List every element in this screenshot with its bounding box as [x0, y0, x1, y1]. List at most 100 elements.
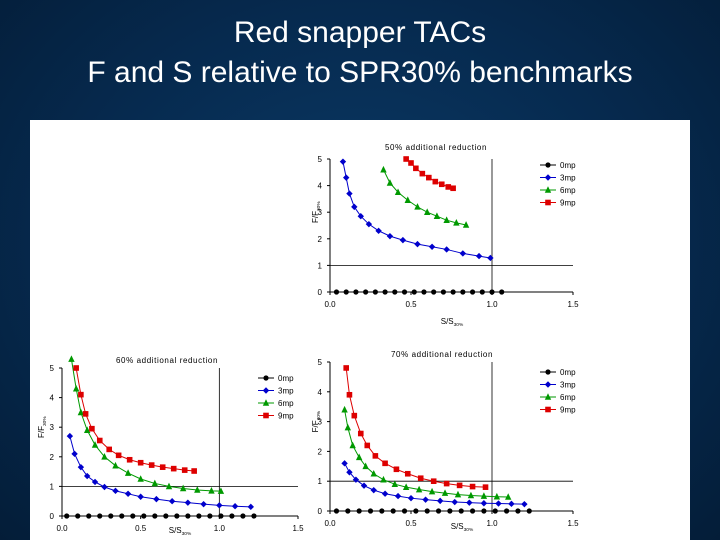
series-6mp: [68, 355, 225, 494]
data-point-0mp: [499, 289, 505, 295]
data-point-9mp: [82, 411, 89, 417]
y-tick-label: 2: [50, 453, 55, 462]
legend-label: 9mp: [560, 199, 576, 208]
data-point-6mp: [443, 216, 450, 223]
series-3mp: [66, 432, 254, 511]
data-point-0mp: [431, 289, 437, 295]
data-point-6mp: [493, 492, 501, 500]
y-tick-label: 5: [50, 364, 55, 373]
data-point-3mp: [101, 483, 108, 491]
legend-marker: [544, 174, 552, 181]
data-point-3mp: [475, 252, 483, 260]
data-point-0mp: [401, 508, 408, 514]
series-0mp: [333, 508, 532, 514]
data-point-3mp: [360, 482, 368, 489]
data-point-0mp: [75, 513, 81, 519]
data-point-3mp: [343, 174, 350, 181]
data-point-0mp: [424, 508, 430, 514]
data-point-0mp: [251, 513, 257, 519]
y-tick-label: 5: [318, 155, 323, 164]
data-point-9mp: [417, 475, 424, 482]
data-point-6mp: [380, 475, 387, 483]
data-point-3mp: [399, 236, 407, 244]
series-line-3mp: [344, 463, 525, 505]
data-point-9mp: [191, 468, 197, 474]
data-point-0mp: [196, 513, 202, 519]
data-point-6mp: [386, 179, 394, 186]
x-tick-label: 0.0: [324, 300, 336, 309]
data-point-9mp: [403, 156, 409, 162]
data-point-3mp: [508, 500, 515, 508]
data-point-9mp: [408, 160, 414, 166]
data-point-0mp: [469, 289, 476, 295]
legend-entry-9mp: 9mp: [540, 406, 576, 415]
data-point-9mp: [364, 442, 371, 449]
data-point-3mp: [91, 478, 99, 486]
data-point-3mp: [443, 246, 450, 253]
y-tick-label: 1: [318, 477, 323, 486]
data-point-0mp: [411, 289, 417, 295]
y-axis-label: F/F30%: [311, 201, 322, 223]
data-point-9mp: [159, 464, 166, 470]
legend-label: 3mp: [560, 174, 576, 183]
data-point-6mp: [480, 492, 488, 499]
data-point-0mp: [390, 508, 396, 514]
data-point-6mp: [424, 208, 431, 215]
data-point-9mp: [148, 462, 155, 468]
data-point-0mp: [447, 508, 453, 514]
data-point-3mp: [381, 490, 389, 497]
data-point-3mp: [521, 500, 528, 508]
data-point-9mp: [89, 425, 95, 432]
data-point-0mp: [458, 508, 464, 514]
legend-entry-6mp: 6mp: [540, 393, 576, 402]
data-point-9mp: [343, 365, 349, 371]
data-point-3mp: [124, 490, 132, 497]
data-point-6mp: [467, 491, 475, 499]
y-tick-label: 0: [318, 288, 323, 297]
legend-label: 6mp: [278, 399, 294, 408]
data-point-9mp: [181, 467, 188, 473]
legend-entry-9mp: 9mp: [540, 199, 576, 208]
data-point-3mp: [451, 498, 458, 506]
data-point-3mp: [200, 500, 207, 508]
data-point-0mp: [489, 289, 495, 295]
data-point-3mp: [71, 450, 78, 458]
data-point-6mp: [402, 483, 410, 490]
x-tick-label: 0.5: [405, 519, 417, 528]
data-point-0mp: [240, 513, 246, 519]
data-point-0mp: [229, 513, 235, 519]
data-point-6mp: [72, 384, 80, 392]
legend-entry-3mp: 3mp: [540, 381, 576, 390]
data-point-0mp: [64, 513, 70, 519]
data-point-0mp: [353, 289, 359, 295]
y-tick-label: 3: [50, 423, 55, 432]
data-point-9mp: [137, 459, 144, 466]
data-point-0mp: [363, 289, 369, 295]
data-point-6mp: [179, 484, 187, 492]
data-point-6mp: [355, 453, 363, 461]
y-tick-label: 0: [50, 512, 55, 521]
data-point-6mp: [415, 485, 423, 493]
data-point-6mp: [454, 490, 462, 498]
data-point-6mp: [77, 408, 85, 416]
data-point-0mp: [460, 289, 466, 295]
y-tick-label: 4: [318, 388, 323, 397]
data-point-9mp: [443, 480, 450, 487]
data-point-0mp: [108, 513, 114, 519]
data-point-6mp: [83, 426, 91, 433]
data-point-9mp: [351, 412, 358, 419]
data-point-0mp: [515, 508, 521, 514]
data-point-6mp: [394, 188, 402, 196]
legend-entry-6mp: 6mp: [258, 399, 294, 408]
data-point-3mp: [77, 463, 85, 471]
data-point-9mp: [426, 174, 432, 181]
data-point-6mp: [380, 165, 387, 173]
x-axis-label: S/S30%: [451, 522, 474, 533]
x-tick-label: 1.0: [486, 300, 498, 309]
data-point-0mp: [392, 289, 398, 295]
data-point-0mp: [207, 513, 213, 519]
data-point-0mp: [481, 508, 487, 514]
series-3mp: [339, 158, 494, 262]
chart-title: 60% additional reduction: [116, 356, 218, 365]
legend-marker: [545, 369, 551, 375]
